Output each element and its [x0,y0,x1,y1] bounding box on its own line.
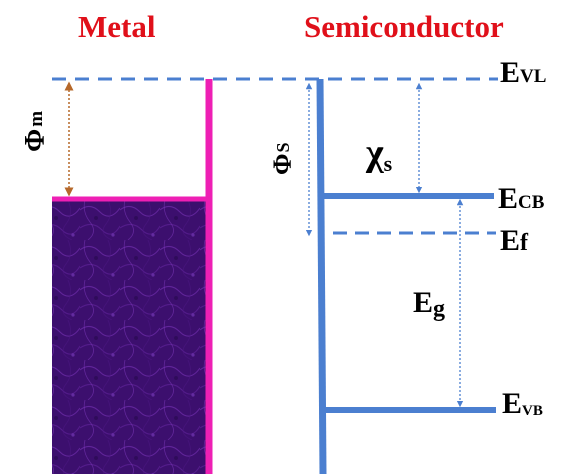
evb-label: EVB [502,387,543,420]
phi-s-label: ΦS [268,142,297,175]
metal-block [52,199,210,474]
evl-label: EVL [500,56,546,89]
ecb-label: ECB [498,182,545,215]
ef-label: Ef [500,224,529,257]
chi-s-label: χs [365,132,393,176]
svg-text:Φm: Φm [20,111,51,152]
eg-label: Eg [413,286,445,322]
semiconductor-interface-line [316,78,327,474]
phi-m-label: Φm [20,111,51,152]
semiconductor-title: Semiconductor [304,9,504,44]
svg-text:ΦS: ΦS [268,142,297,175]
metal-title: Metal [78,9,156,44]
